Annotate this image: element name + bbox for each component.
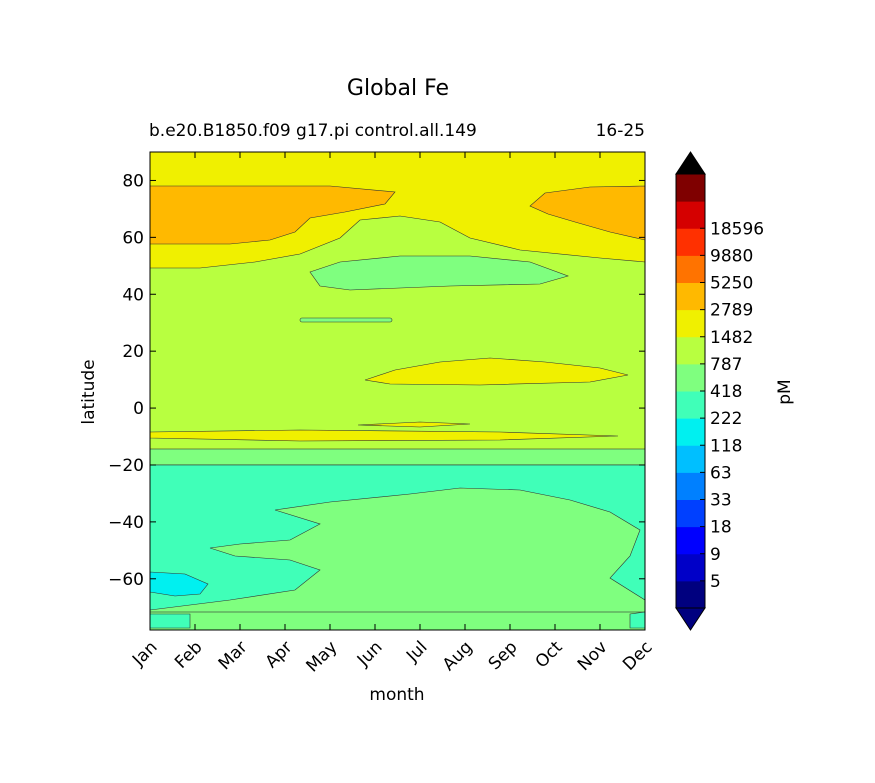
x-tick-label: Mar: [215, 637, 252, 674]
southern-green-strip: [150, 448, 645, 466]
x-tick-label: Aug: [439, 637, 477, 675]
x-tick-label: Jun: [353, 637, 387, 671]
colorbar-swatch: [676, 472, 705, 500]
colorbar-swatch: [676, 553, 705, 582]
colorbar-swatch: [676, 336, 705, 365]
colorbar-swatch: [676, 391, 705, 419]
colorbar-label: pM: [775, 379, 795, 404]
equatorial-yellow-small: [357, 421, 471, 428]
tropical-yellow-north: [364, 357, 629, 386]
colorbar-extend-low: [675, 607, 706, 631]
high-south-min: [150, 571, 209, 597]
x-axis-label: month: [369, 685, 424, 705]
colorbar-swatch: [676, 363, 705, 392]
colorbar-swatch: [676, 255, 705, 283]
y-tick-label: 60: [122, 228, 144, 248]
colorbar-swatch: [676, 580, 705, 609]
colorbar-level-label: 418: [710, 382, 742, 402]
y-tick-label: −20: [108, 456, 144, 476]
orange-patch-right: [529, 185, 645, 241]
x-tick-label: Oct: [532, 637, 567, 672]
chart-title: Global Fe: [346, 76, 450, 101]
colorbar-swatch: [676, 499, 705, 528]
colorbar: 5 9 18 33 63 118 222 418 787 1482 2789 5250 9880 1859…: [675, 151, 764, 631]
colorbar-level-label: 9880: [710, 246, 753, 266]
colorbar-level-label: 5250: [710, 274, 753, 294]
colorbar-level-label: 2789: [710, 301, 753, 321]
colorbar-swatch: [676, 174, 705, 202]
colorbar-level-label: 63: [710, 463, 732, 483]
plot-frame: [149, 151, 646, 631]
colorbar-swatch: [676, 282, 705, 311]
x-tick-label: Jul: [402, 637, 431, 666]
x-tick-label: Feb: [171, 637, 206, 672]
x-tick-label: Sep: [485, 637, 522, 674]
y-tick-label: −40: [108, 513, 144, 533]
equatorial-yellow-band: [150, 429, 619, 442]
y-tick-label: 0: [133, 399, 144, 419]
colorbar-level-label: 5: [710, 572, 721, 592]
colorbar-swatch: [676, 309, 705, 338]
southern-green-intrusion: [150, 487, 645, 630]
case-label: b.e20.B1850.f09 g17.pi control.all.149: [149, 121, 477, 141]
colorbar-level-label: 787: [710, 355, 742, 375]
colorbar-level-label: 18: [710, 518, 732, 538]
colorbar-level-label: 118: [710, 436, 742, 456]
colorbar-extend-high: [675, 151, 706, 175]
y-axis-label: latitude: [79, 359, 99, 424]
x-tick-label: Nov: [574, 637, 612, 675]
x-tick-label: Jan: [128, 637, 161, 670]
colorbar-swatch: [676, 526, 705, 555]
y-tick-label: 80: [122, 171, 144, 191]
years-label: 16-25: [595, 121, 645, 141]
y-tick-label: 40: [122, 285, 144, 305]
colorbar-level-label: 33: [710, 491, 732, 511]
x-tick-label: Apr: [262, 637, 297, 672]
bottom-strip: [150, 611, 645, 630]
colorbar-level-label: 222: [710, 409, 742, 429]
bottom-aqua-left: [150, 613, 191, 629]
colorbar-swatch: [676, 228, 705, 256]
colorbar-level-label: 1482: [710, 328, 753, 348]
small-green-lens: [299, 317, 393, 323]
midlat-green-patch: [309, 255, 569, 291]
colorbar-swatch: [676, 201, 705, 229]
y-ticks: 80 60 40 20 0 −20 −40 −60: [108, 171, 645, 590]
colorbar-swatch: [676, 445, 705, 473]
x-tick-label: May: [303, 637, 342, 676]
x-tick-label: Dec: [619, 637, 656, 674]
y-tick-label: −60: [108, 570, 144, 590]
colorbar-swatch: [676, 418, 705, 446]
bottom-aqua-right: [629, 611, 645, 629]
y-tick-label: 20: [122, 342, 144, 362]
colorbar-level-label: 18596: [710, 219, 764, 239]
colorbar-level-label: 9: [710, 545, 721, 565]
contour-field: [150, 152, 645, 630]
orange-patch-left: [150, 185, 396, 245]
